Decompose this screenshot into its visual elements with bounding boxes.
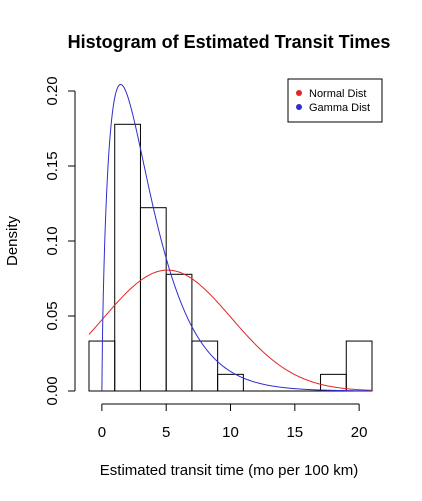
histogram-bars: [88, 123, 373, 392]
legend-marker-normal-dist: [296, 90, 302, 96]
legend-box: [287, 78, 383, 123]
y-tick-label: 0.10: [44, 226, 61, 255]
x-axis: 0 5 10 15 20: [98, 403, 368, 441]
legend-marker-gamma-dist: [296, 104, 302, 110]
histogram-bar: [217, 373, 244, 392]
x-axis-label: Estimated transit time (mo per 100 km): [100, 462, 358, 479]
y-axis-label: Density: [4, 215, 21, 266]
x-tick-label: 5: [162, 424, 170, 441]
x-tick-label: 20: [351, 424, 368, 441]
x-tick-label: 10: [222, 424, 239, 441]
histogram-bar: [191, 340, 219, 392]
histogram-bar: [114, 123, 141, 392]
histogram-bar: [345, 340, 373, 392]
y-tick-label: 0.20: [44, 76, 61, 105]
y-tick-label: 0.15: [44, 151, 61, 180]
histogram-bar: [165, 273, 193, 392]
x-tick-label: 15: [286, 424, 303, 441]
histogram-bar: [139, 207, 167, 392]
gamma-dist-curve: [101, 83, 372, 392]
legend: Normal Dist Gamma Dist: [287, 78, 383, 123]
y-tick-label: 0.00: [44, 376, 61, 405]
normal-dist-curve: [88, 269, 373, 391]
y-tick-label: 0.05: [44, 301, 61, 330]
legend-label-normal-dist: Normal Dist: [309, 88, 366, 100]
density-curves: [88, 83, 373, 392]
x-tick-label: 0: [98, 424, 106, 441]
legend-label-gamma-dist: Gamma Dist: [309, 102, 370, 114]
y-axis: 0.00 0.05 0.10 0.15 0.20: [44, 76, 76, 406]
chart-title: Histogram of Estimated Transit Times: [68, 32, 391, 52]
